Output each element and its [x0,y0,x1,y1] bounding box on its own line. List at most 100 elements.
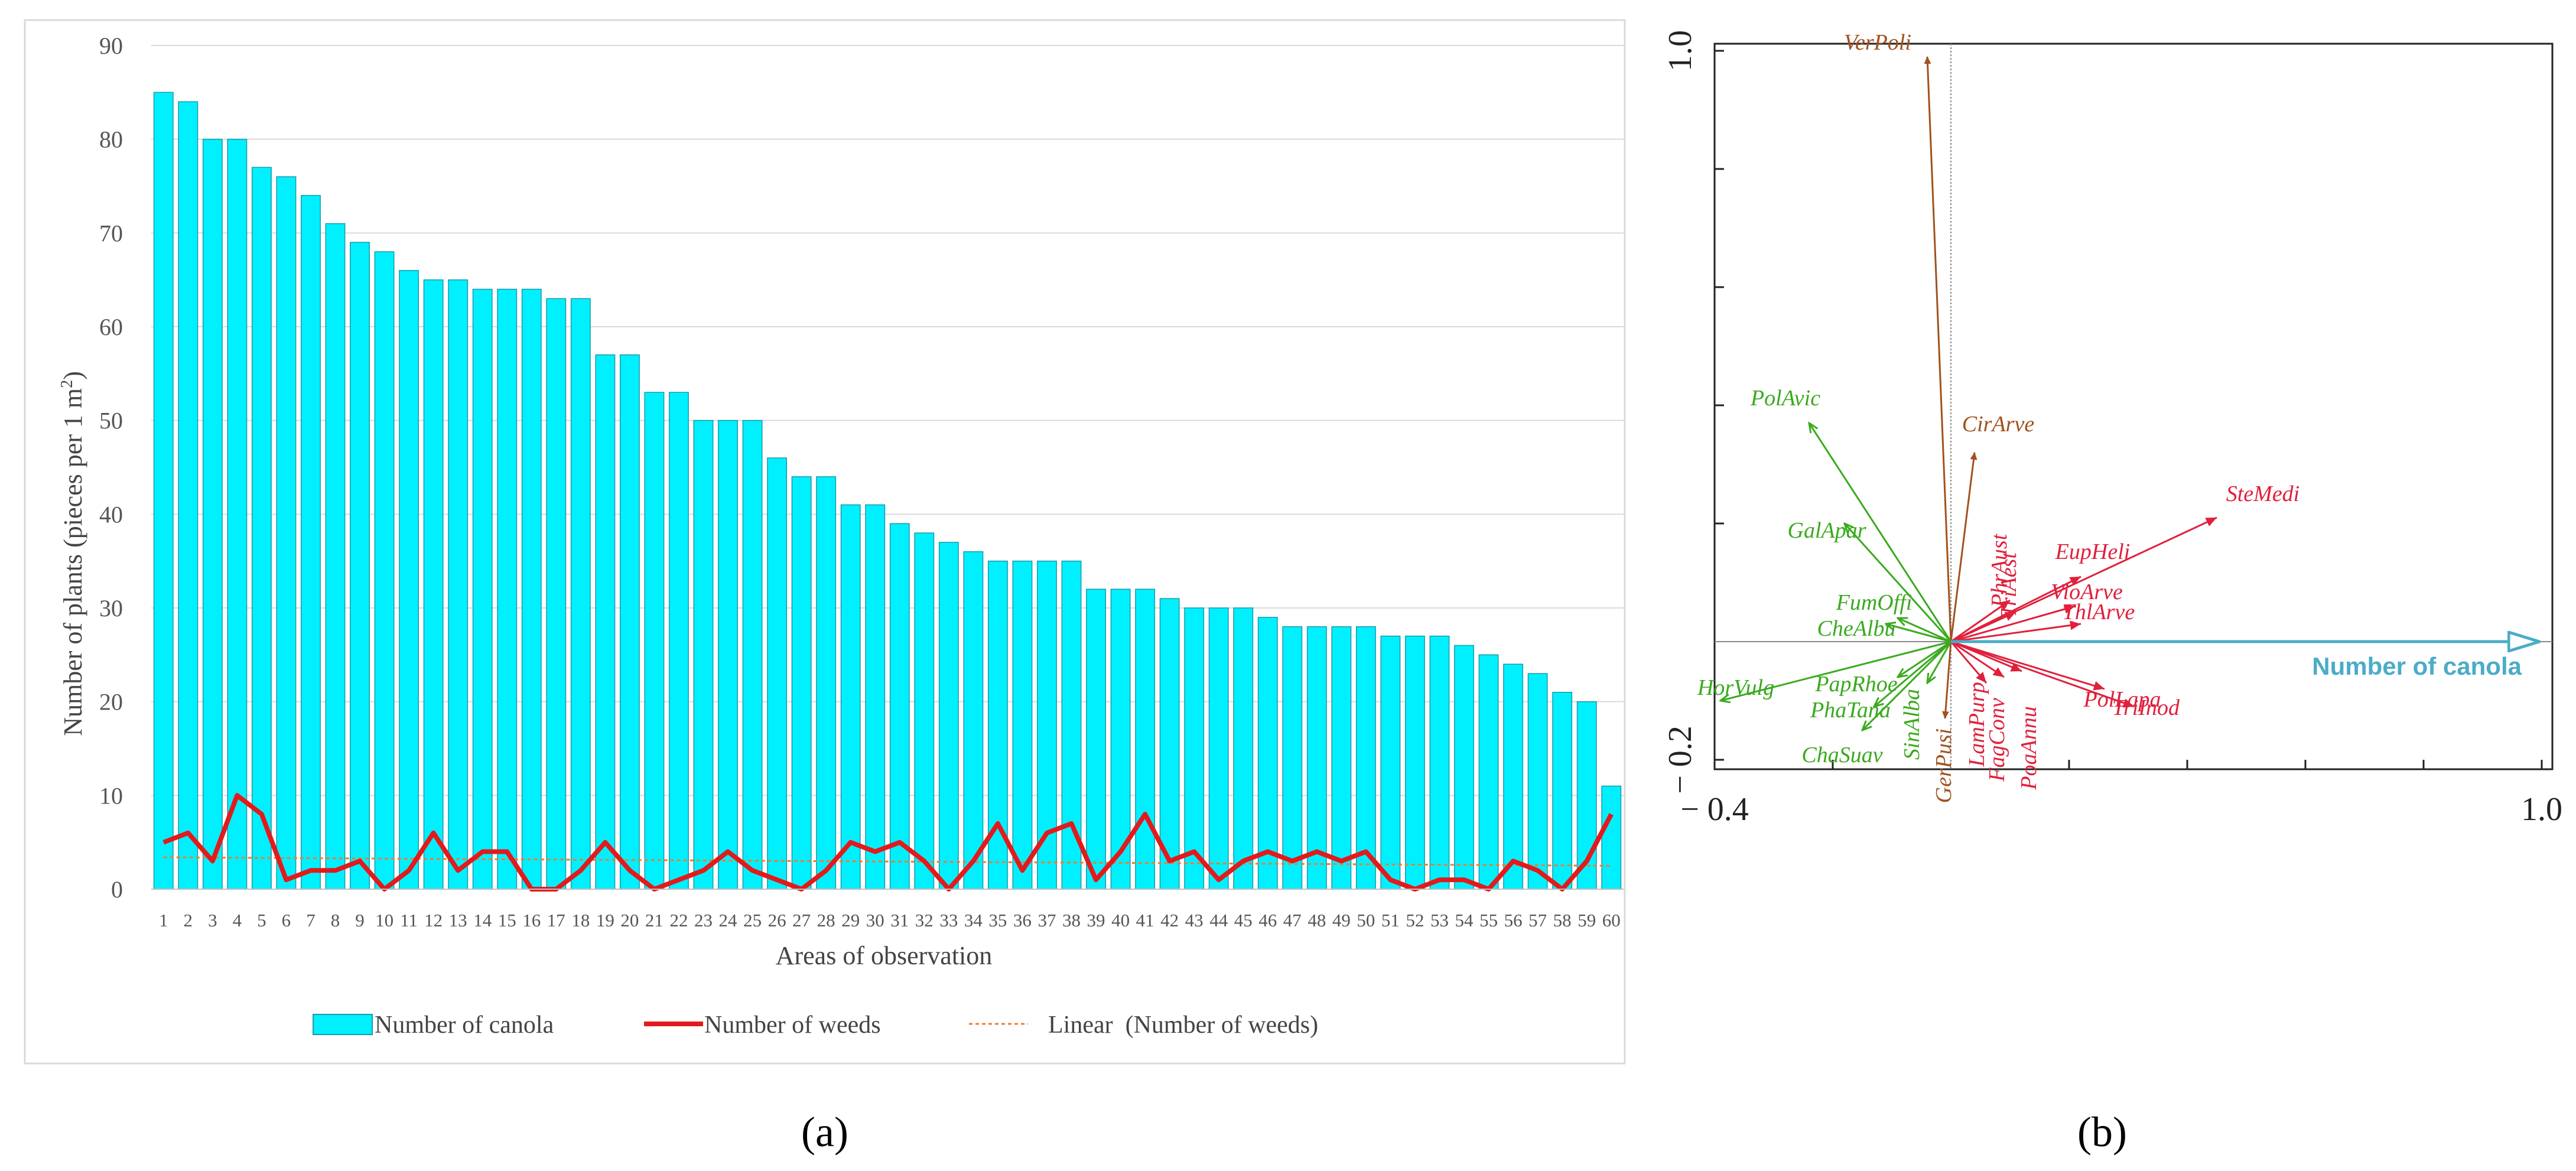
a-x-tick-label: 53 [1430,910,1449,931]
a-canola-bar [1454,645,1474,890]
b-species-label: PolAvic [1750,386,1820,411]
a-x-tick-label: 37 [1037,910,1056,931]
a-y-tick-label: 60 [99,314,123,340]
a-x-tick-label: 43 [1185,910,1204,931]
b-species-label: SinAlba [1900,689,1924,760]
a-x-tick-label: 19 [596,910,614,931]
a-x-tick-label: 26 [768,910,786,931]
a-x-tick-label: 28 [817,910,835,931]
b-species-label: VerPoli [1844,30,1911,55]
b-environment-vector: Number of canola [1951,642,2539,680]
a-x-tick-label: 46 [1258,910,1277,931]
a-y-tick-label: 80 [99,126,123,153]
a-x-tick-label: 34 [964,910,983,931]
a-x-tick-label: 45 [1234,910,1253,931]
b-species-arrow [1950,640,2135,708]
a-canola-bar [251,167,272,890]
b-species-label: EupHeli [2055,539,2131,564]
a-x-tick-label: 11 [400,910,418,931]
a-canola-bar [1257,617,1278,890]
a-canola-bar [619,354,640,890]
legend-label-canola: Number of canola [375,1011,554,1039]
b-species-arrow [1950,620,2081,643]
a-canola-bar [1478,654,1499,890]
b-species-arrow [1950,575,2081,643]
a-y-tick-label: 70 [99,220,123,246]
a-canola-bar [350,242,370,890]
a-canola-bar [227,138,248,890]
a-canola-bar [399,270,419,890]
a-x-tick-labels: 1 2 3 4 5 6 7 8 9 10 11 12 13 14 15 16 17 18 19 20 21 22 23 24 2… [159,910,1621,931]
a-canola-bar [1503,663,1524,890]
a-x-tick-label: 25 [743,910,762,931]
a-x-tick-label: 12 [424,910,443,931]
b-plot-frame [1713,43,2554,770]
a-canola-bar [1012,560,1033,890]
b-species-arrow [1874,640,1951,707]
a-x-tick-label: 35 [988,910,1007,931]
a-canola-bar [202,138,223,890]
a-x-tick-label: 40 [1111,910,1130,931]
a-x-tick-label: 57 [1528,910,1547,931]
a-canola-bar [742,419,763,890]
a-x-tick-label: 60 [1602,910,1621,931]
b-species-arrow [1950,641,1988,684]
a-x-tick-label: 7 [306,910,316,931]
a-canola-bar [669,392,689,890]
a-x-tick-label: 30 [866,910,884,931]
a-canola-bar [1282,626,1303,890]
a-x-tick-label: 49 [1332,910,1351,931]
a-canola-bar [1135,588,1156,890]
a-canola-bar [1086,588,1106,890]
a-canola-bar [1405,635,1425,890]
b-species-label: ChaSuav [1801,743,1882,767]
a-canola-bar [1208,607,1229,890]
b-species-arrow [1950,640,2105,691]
a-x-tick-label: 24 [719,910,738,931]
b-species-arrow [1924,56,1952,642]
a-x-tick-label: 3 [208,910,217,931]
panel-b-biplot: VerPoli CirArve GerPusi PolAvic GalApar FumOf… [1662,30,2562,828]
a-x-tick-label: 51 [1381,910,1400,931]
b-species-arrow [1898,640,1951,677]
a-x-tick-label: 32 [915,910,934,931]
a-canola-bar [1601,785,1622,890]
a-x-tick-label: 33 [939,910,958,931]
a-y-tick-labels: 0 10 20 30 40 50 60 70 80 90 [99,32,123,903]
b-species-label: TriAest [1996,552,2021,617]
a-canola-bar [595,354,616,890]
a-canola-bar [546,298,567,890]
b-species-arrow [1845,523,1952,643]
a-x-tick-label: 14 [473,910,492,931]
b-species-label: SteMedi [2226,482,2300,506]
b-species-label: GerPusi [1931,728,1956,804]
a-canola-bar [153,92,174,890]
a-canola-bar [178,101,199,890]
a-canola-bar [423,279,444,890]
a-weeds-line [162,793,1614,892]
a-canola-bar [791,476,812,890]
a-y-tick-label: 90 [99,32,123,59]
a-canola-bar [718,419,738,890]
b-species-arrow [1950,452,1977,642]
b-y-tick-label-max: 1.0 [1662,30,1699,71]
a-canola-bar [325,223,346,890]
b-species-arrow [1950,604,2076,643]
a-x-tick-label: 4 [233,910,242,931]
legend-swatch-canola [313,1014,373,1035]
a-x-axis-title: Areas of observation [776,941,993,970]
a-canola-bar [521,288,542,890]
b-species-arrow [1927,641,1952,683]
a-canola-bar [301,195,321,890]
b-species-arrow [1886,624,1951,643]
a-x-tick-label: 1 [159,910,168,931]
b-y-tick-label-min: − 0.2 [1662,726,1699,794]
a-canola-bar [1552,692,1573,890]
a-x-tick-label: 16 [522,910,541,931]
a-canola-bar [914,532,935,890]
b-species-label: HorVulg [1697,675,1774,700]
b-x-tick-label-max: 1.0 [2521,791,2562,828]
a-canola-bar [1429,635,1450,890]
a-canola-bar [840,504,861,890]
